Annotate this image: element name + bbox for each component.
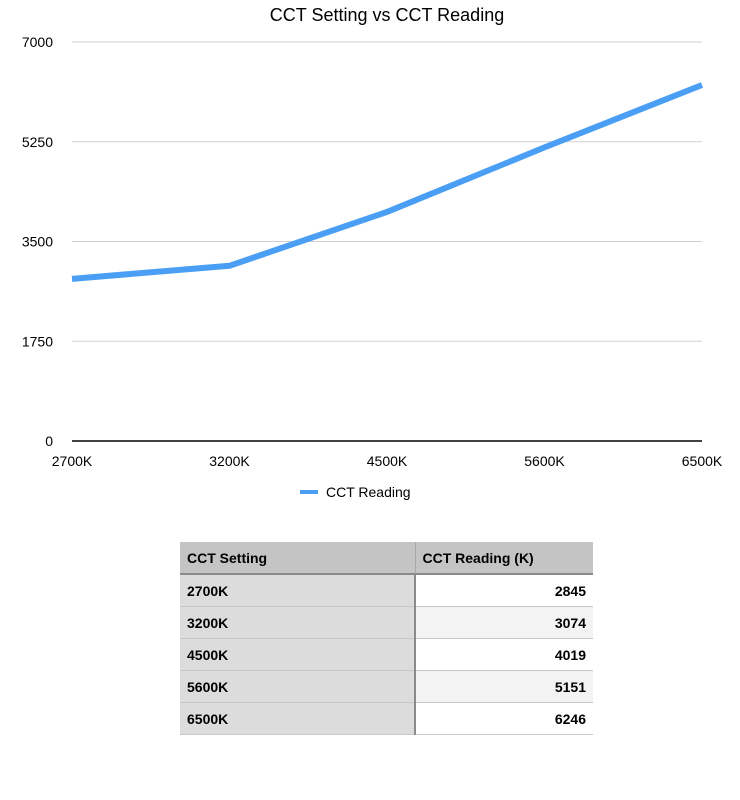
cell-reading: 5151 <box>415 670 593 703</box>
table-row: 4500K 4019 <box>180 638 593 671</box>
cell-reading: 3074 <box>415 606 593 639</box>
chart-title: CCT Setting vs CCT Reading <box>270 5 504 25</box>
y-tick-label: 7000 <box>22 34 53 50</box>
table-row: 3200K 3074 <box>180 606 593 639</box>
y-tick-label: 3500 <box>22 234 53 250</box>
header-cct-setting: CCT Setting <box>180 542 416 575</box>
x-tick-label: 6500K <box>682 453 723 469</box>
legend: CCT Reading <box>300 484 411 500</box>
x-tick-label: 4500K <box>367 453 408 469</box>
table-row: 6500K 6246 <box>180 702 593 735</box>
table-row: 5600K 5151 <box>180 670 593 703</box>
cell-setting: 6500K <box>180 702 416 735</box>
table-row: 2700K 2845 <box>180 574 593 607</box>
x-tick-label: 5600K <box>524 453 565 469</box>
y-tick-label: 0 <box>45 433 53 449</box>
y-tick-label: 5250 <box>22 134 53 150</box>
series-line-cct-reading <box>71 82 704 282</box>
cell-setting: 2700K <box>180 574 416 607</box>
cell-setting: 5600K <box>180 670 416 703</box>
x-tick-label: 3200K <box>209 453 250 469</box>
data-table: CCT Setting CCT Reading (K) 2700K 2845 32… <box>180 542 593 735</box>
cell-setting: 4500K <box>180 638 416 671</box>
cell-reading: 6246 <box>415 702 593 735</box>
legend-label: CCT Reading <box>326 484 411 500</box>
cell-reading: 4019 <box>415 638 593 671</box>
x-tick-label: 2700K <box>52 453 93 469</box>
y-tick-label: 1750 <box>22 333 53 349</box>
line-chart: CCT Setting vs CCT Reading 0 1750 3500 5250… <box>22 5 723 500</box>
header-cct-reading: CCT Reading (K) <box>415 542 593 575</box>
cell-reading: 2845 <box>415 574 593 607</box>
cell-setting: 3200K <box>180 606 416 639</box>
